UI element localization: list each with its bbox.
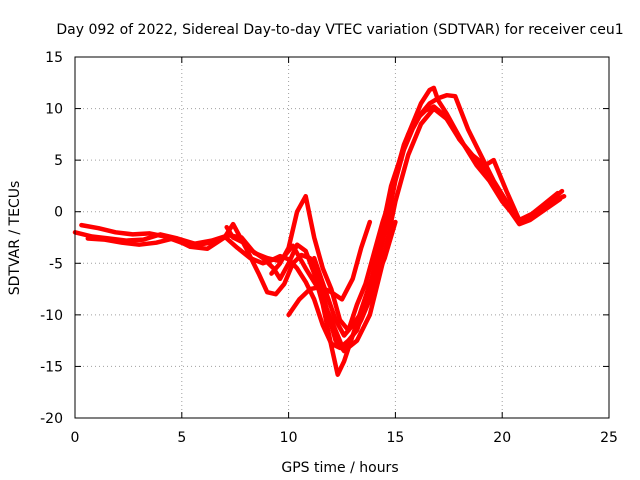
axis-ticks: [74, 56, 610, 419]
series-layer: [72, 85, 567, 377]
series-line-track-6: [286, 219, 373, 318]
x-tick-label: 15: [386, 430, 404, 446]
series-line-track-2: [79, 106, 565, 354]
y-tick-label: 10: [45, 102, 63, 118]
series-line-track-4: [224, 85, 563, 377]
y-tick-label: -10: [40, 308, 63, 324]
x-tick-labels: 0 5 10 15 20 25: [71, 430, 618, 446]
chart-title: Day 092 of 2022, Sidereal Day-to-day VTE…: [56, 22, 623, 38]
series-line-track-1: [72, 104, 567, 351]
x-tick-label: 25: [600, 430, 618, 446]
y-tick-label: -5: [49, 256, 63, 272]
y-tick-label: 0: [54, 205, 63, 221]
series-line-track-3: [85, 92, 560, 354]
x-tick-label: 20: [493, 430, 511, 446]
y-tick-label: 5: [54, 153, 63, 169]
x-tick-label: 10: [280, 430, 298, 446]
grid-lines: [75, 57, 609, 418]
series-line-track-5: [269, 193, 394, 333]
plot-frame: [74, 56, 610, 419]
y-tick-label: -15: [40, 359, 63, 375]
y-tick-label: 15: [45, 50, 63, 66]
y-tick-label: -20: [40, 411, 63, 427]
y-tick-labels: -20 -15 -10 -5 0 5 10 15: [40, 50, 63, 427]
x-tick-label: 0: [71, 430, 80, 446]
y-axis-label: SDTVAR / TECUs: [7, 181, 23, 296]
x-axis-label: GPS time / hours: [281, 460, 398, 476]
series-line-track-7: [311, 219, 398, 338]
x-tick-label: 5: [177, 430, 186, 446]
